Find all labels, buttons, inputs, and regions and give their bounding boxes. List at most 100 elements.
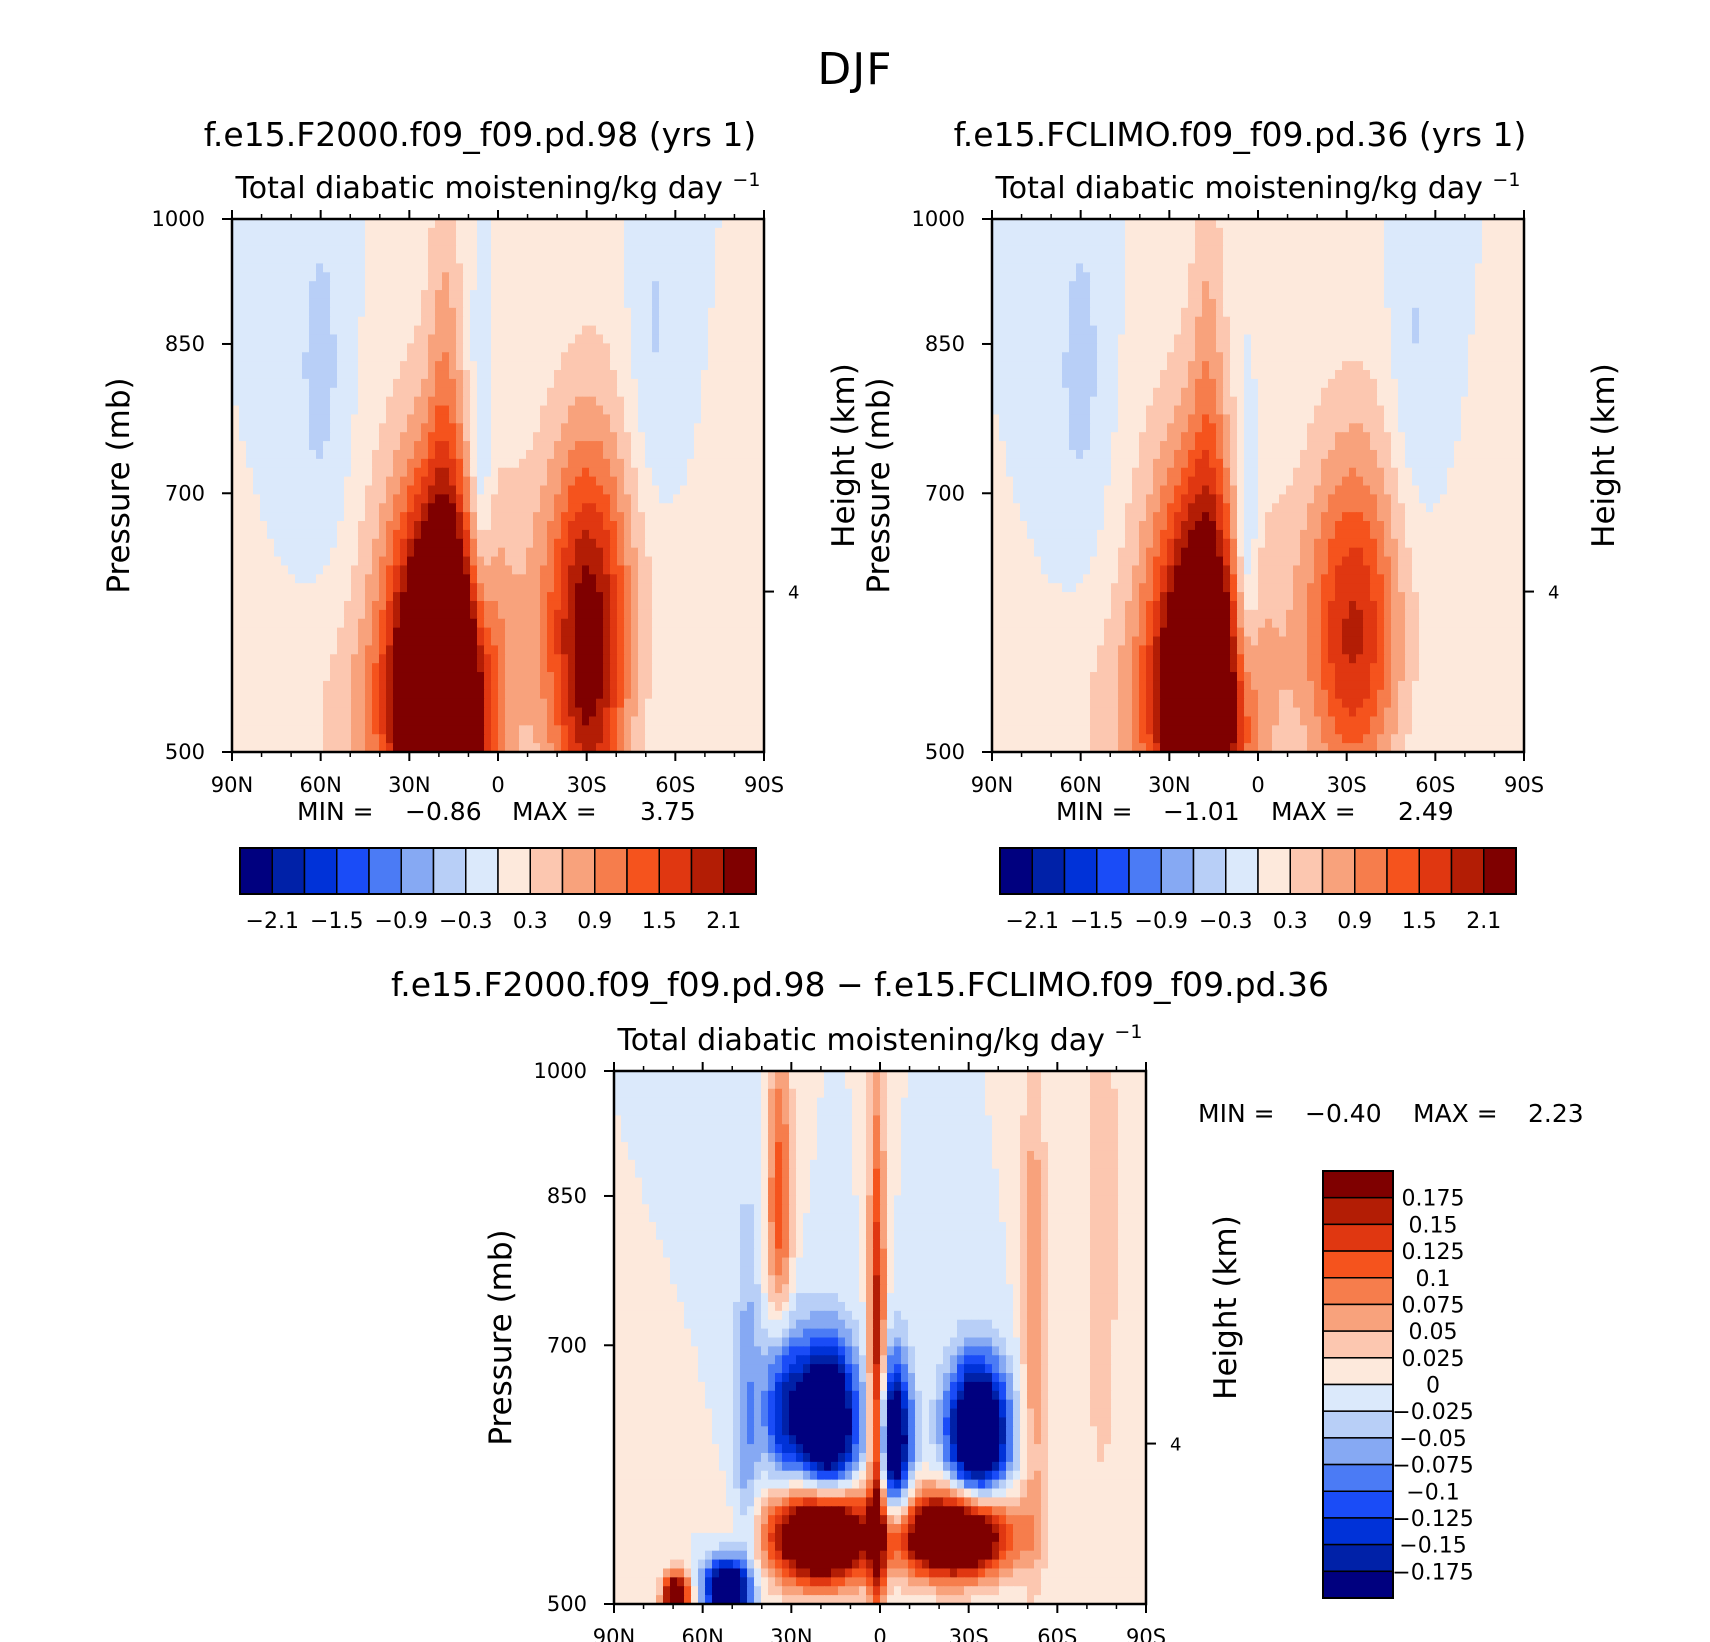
heatmap-cell [589, 725, 597, 735]
heatmap-cell [638, 370, 646, 380]
heatmap-cell [435, 672, 443, 682]
heatmap-cell [645, 298, 653, 309]
heatmap-cell [288, 441, 296, 451]
heatmap-cell [750, 494, 758, 504]
heatmap-cell [288, 298, 296, 309]
heatmap-cell [708, 227, 716, 238]
heatmap-cell [533, 254, 541, 265]
heatmap-cell [561, 618, 569, 629]
heatmap-cell [316, 370, 324, 380]
heatmap-cell [316, 245, 324, 256]
heatmap-cell [743, 627, 751, 638]
heatmap-cell [519, 503, 527, 513]
heatmap-cell [442, 325, 450, 336]
heatmap-cell [638, 529, 646, 540]
heatmap-cell [267, 707, 275, 718]
heatmap-cell [407, 743, 415, 753]
heatmap-cell [253, 378, 261, 389]
heatmap-cell [344, 396, 352, 407]
heatmap-cell [568, 361, 576, 371]
heatmap-cell [582, 636, 590, 646]
heatmap-cell [519, 672, 527, 682]
heatmap-cell [554, 547, 562, 558]
heatmap-cell [344, 485, 352, 495]
heatmap-cell [610, 245, 618, 256]
heatmap-cell [449, 352, 457, 362]
heatmap-cell [365, 494, 373, 504]
heatmap-cell [652, 423, 660, 433]
heatmap-cell [295, 361, 303, 371]
heatmap-cell [463, 254, 471, 265]
heatmap-cell [729, 405, 737, 416]
heatmap-cell [638, 476, 646, 487]
heatmap-cell [351, 521, 359, 531]
heatmap-cell [582, 245, 590, 256]
heatmap-cell [337, 458, 345, 469]
heatmap-cell [575, 272, 583, 282]
heatmap-cell [288, 405, 296, 416]
heatmap-cell [652, 441, 660, 451]
heatmap-cell [659, 521, 667, 531]
heatmap-cell [743, 378, 751, 389]
heatmap-cell [992, 219, 1000, 229]
heatmap-cell [750, 325, 758, 336]
heatmap-cell [281, 432, 289, 442]
heatmap-cell [1146, 219, 1154, 229]
heatmap-cell [589, 583, 597, 593]
heatmap-cell [659, 316, 667, 327]
heatmap-cell [309, 636, 317, 646]
heatmap-cell [701, 352, 709, 362]
heatmap-cell [533, 538, 541, 549]
heatmap-cell [232, 219, 240, 229]
heatmap-cell [260, 361, 268, 371]
heatmap-cell [540, 627, 548, 638]
heatmap-cell [302, 725, 310, 735]
heatmap-cell [1517, 219, 1525, 229]
heatmap-cell [715, 503, 723, 513]
heatmap-cell [337, 636, 345, 646]
heatmap-cell [554, 609, 562, 620]
heatmap-cell [484, 458, 492, 469]
heatmap-cell [1069, 219, 1077, 229]
heatmap-cell [484, 734, 492, 744]
heatmap-cell [253, 672, 261, 682]
heatmap-cell [596, 316, 604, 327]
heatmap-cell [708, 396, 716, 407]
heatmap-cell [253, 680, 261, 691]
heatmap-cell [246, 725, 254, 735]
heatmap-cell [1468, 236, 1476, 247]
heatmap-cell [1419, 227, 1427, 238]
heatmap-cell [750, 432, 758, 442]
heatmap-cell [288, 663, 296, 673]
heatmap-cell [575, 556, 583, 567]
heatmap-cell [659, 272, 667, 282]
heatmap-cell [1027, 236, 1035, 247]
heatmap-cell [463, 609, 471, 620]
heatmap-cell [330, 343, 338, 353]
heatmap-cell [1034, 227, 1042, 238]
heatmap-cell [484, 245, 492, 256]
heatmap-cell [533, 654, 541, 664]
heatmap-cell [736, 387, 744, 398]
heatmap-cell [715, 725, 723, 735]
heatmap-cell [449, 316, 457, 327]
heatmap-cell [323, 325, 331, 336]
heatmap-cell [519, 467, 527, 478]
heatmap-cell [309, 378, 317, 389]
heatmap-cell [428, 529, 436, 540]
heatmap-cell [288, 485, 296, 495]
heatmap-cell [505, 529, 513, 540]
heatmap-cell [652, 343, 660, 353]
heatmap-cell [645, 618, 653, 629]
heatmap-cell [652, 281, 660, 291]
heatmap-cell [393, 654, 401, 664]
heatmap-cell [414, 547, 422, 558]
heatmap-cell [407, 290, 415, 300]
heatmap-cell [547, 618, 555, 629]
heatmap-cell [687, 698, 695, 709]
heatmap-cell [603, 716, 611, 726]
heatmap-cell [435, 618, 443, 629]
heatmap-cell [624, 494, 632, 504]
heatmap-cell [1062, 227, 1070, 238]
